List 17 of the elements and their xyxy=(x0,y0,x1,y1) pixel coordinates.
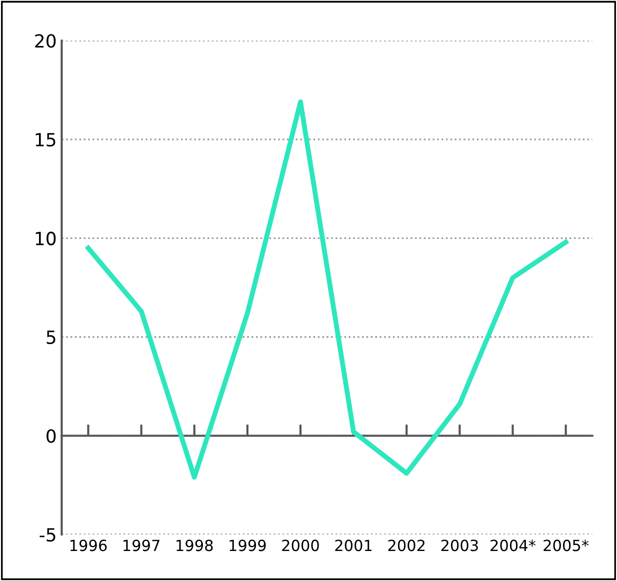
x-tick-label: 1998 xyxy=(176,540,213,552)
y-tick-label: 15 xyxy=(36,133,56,147)
y-tick-label: 10 xyxy=(36,232,56,246)
y-tick-label: -5 xyxy=(40,528,56,542)
y-tick-label: 20 xyxy=(35,34,56,48)
y-tick-label: 5 xyxy=(46,330,56,344)
x-tick-label: 2004* xyxy=(490,540,536,552)
line-series xyxy=(86,99,568,480)
x-tick-label: 1996 xyxy=(70,540,107,552)
x-tick-label: 2005* xyxy=(544,540,589,552)
x-tick-label: 1999 xyxy=(230,540,266,552)
x-tick-label: 2003 xyxy=(441,540,478,552)
y-tick-label: 0 xyxy=(46,429,56,443)
x-tick-label: 1997 xyxy=(124,540,160,552)
x-tick-label: 2000 xyxy=(282,540,319,552)
x-tick-label: 2002 xyxy=(388,540,425,552)
x-tick-label: 2001 xyxy=(335,540,372,552)
